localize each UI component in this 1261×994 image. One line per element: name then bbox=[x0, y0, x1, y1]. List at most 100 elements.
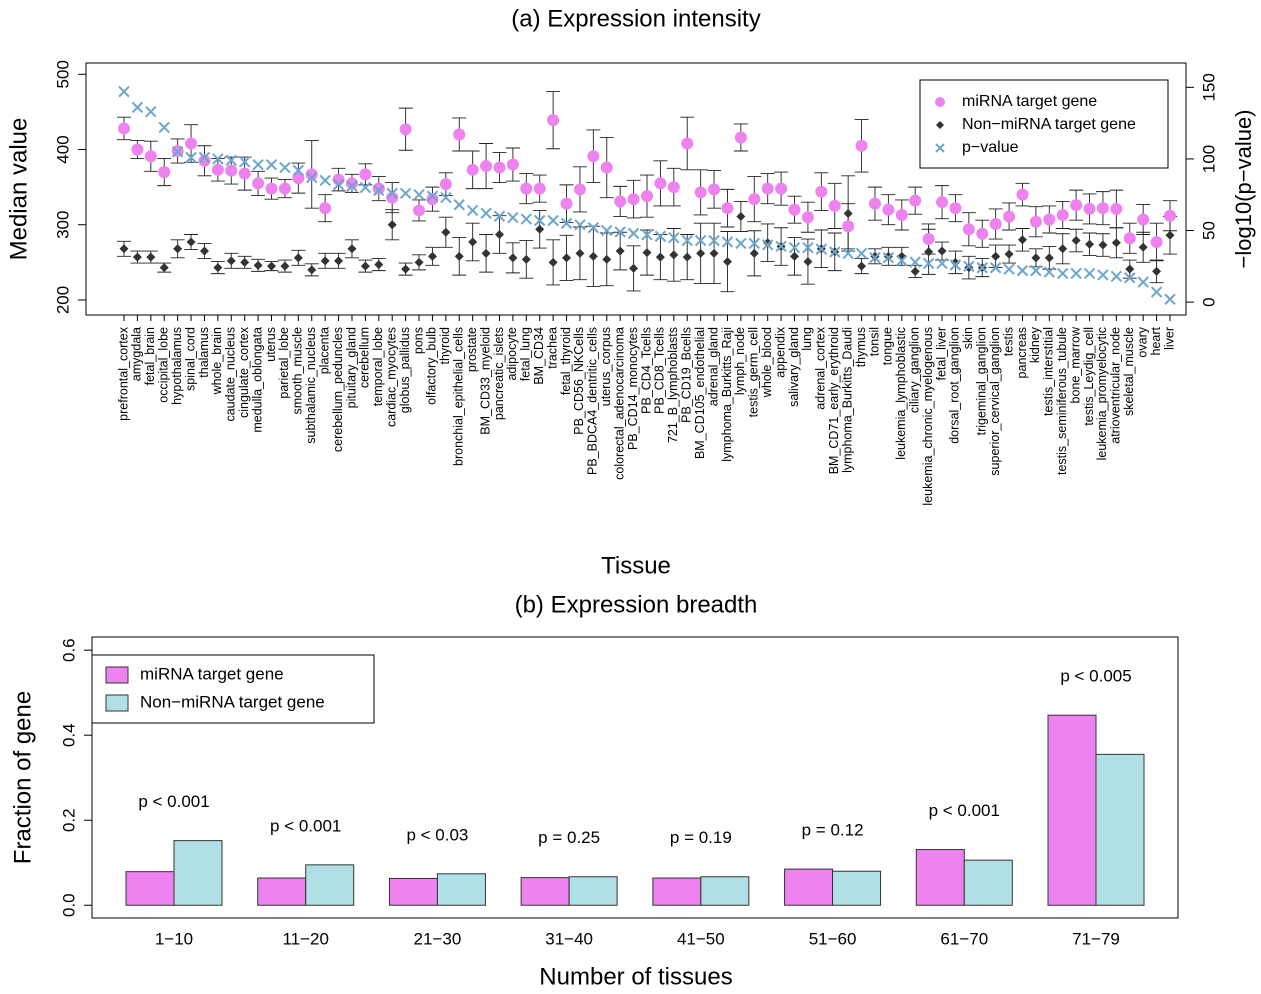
point bbox=[453, 199, 465, 211]
x-tick-label: medulla_oblongata bbox=[250, 327, 264, 433]
point bbox=[359, 168, 372, 181]
point bbox=[146, 252, 156, 262]
point bbox=[305, 168, 318, 181]
point bbox=[131, 101, 144, 114]
bar bbox=[700, 876, 750, 906]
x-tick-label: PB_CD14_monocytes bbox=[626, 327, 640, 450]
x-tick-label: pancreatic_islets bbox=[492, 327, 506, 420]
point bbox=[869, 252, 881, 264]
point bbox=[145, 105, 157, 118]
legend-label: Non−miRNA target gene bbox=[962, 116, 1136, 133]
annotation: p = 0.25 bbox=[538, 828, 600, 847]
point bbox=[668, 231, 680, 244]
point bbox=[280, 261, 290, 271]
point bbox=[332, 178, 345, 191]
point bbox=[401, 264, 411, 274]
x-tick-label: lymphoma_Burkitts_Raji bbox=[720, 327, 734, 462]
point bbox=[119, 244, 129, 254]
point bbox=[574, 219, 586, 231]
point bbox=[252, 158, 264, 171]
x-tick-label: BM_CD34 bbox=[532, 327, 546, 385]
point bbox=[989, 262, 1002, 274]
point bbox=[440, 191, 452, 204]
point bbox=[1164, 209, 1176, 222]
point bbox=[1083, 267, 1096, 280]
y-tick-label: 0.6 bbox=[59, 638, 78, 662]
x-tick-label: fetal_brain bbox=[143, 327, 157, 385]
x-tick-label: whole_brain bbox=[210, 327, 224, 395]
point bbox=[627, 227, 640, 240]
point bbox=[253, 260, 263, 270]
point bbox=[937, 246, 947, 256]
x-tick-label: cerebellum_peduncles bbox=[331, 327, 345, 452]
point bbox=[922, 257, 935, 270]
point bbox=[387, 220, 397, 230]
point bbox=[748, 193, 761, 206]
point bbox=[654, 230, 667, 242]
point bbox=[962, 223, 975, 236]
point bbox=[857, 261, 867, 271]
legend-label: miRNA target gene bbox=[140, 664, 284, 683]
point bbox=[520, 182, 533, 195]
point bbox=[1150, 236, 1163, 249]
point bbox=[1096, 202, 1109, 215]
point bbox=[575, 248, 585, 258]
point bbox=[895, 208, 908, 221]
x-tick-label: tongue bbox=[881, 327, 895, 365]
x-tick-label: skeletal_muscle bbox=[1122, 327, 1136, 416]
point bbox=[171, 146, 184, 158]
point bbox=[560, 197, 573, 210]
x-tick-label: placenta bbox=[317, 327, 331, 374]
point bbox=[399, 123, 412, 136]
chart-title: (b) Expression breadth bbox=[515, 591, 758, 618]
point bbox=[721, 236, 734, 248]
point bbox=[669, 250, 679, 260]
x-tick-label: tonsil bbox=[867, 327, 881, 356]
bar bbox=[915, 849, 965, 906]
y-tick-label: 0.0 bbox=[59, 893, 78, 917]
point bbox=[976, 262, 988, 274]
point bbox=[212, 153, 224, 165]
point bbox=[709, 248, 719, 258]
point bbox=[722, 257, 732, 267]
point bbox=[279, 161, 291, 174]
point bbox=[600, 161, 613, 174]
point bbox=[506, 158, 519, 171]
point bbox=[334, 256, 344, 266]
bar bbox=[784, 868, 834, 906]
point bbox=[199, 246, 209, 256]
point bbox=[1070, 199, 1083, 212]
bar bbox=[257, 877, 307, 906]
point bbox=[1150, 286, 1163, 298]
point bbox=[696, 248, 706, 258]
point bbox=[173, 244, 183, 254]
point bbox=[533, 182, 546, 195]
x-tick-label: pituitary_gland bbox=[344, 327, 358, 408]
x-tick-label: BM_CD71_early_erythroid bbox=[827, 327, 841, 474]
y-axis-label: Median value bbox=[5, 118, 32, 261]
point bbox=[749, 248, 759, 258]
x-tick-label: amygdala bbox=[130, 327, 144, 381]
plot-frame bbox=[85, 62, 1187, 316]
point bbox=[642, 248, 652, 258]
point bbox=[924, 247, 934, 257]
point bbox=[439, 178, 452, 191]
point bbox=[1125, 264, 1135, 274]
point bbox=[1070, 267, 1082, 280]
x-tick-label: spinal_cord bbox=[183, 327, 197, 391]
point bbox=[936, 196, 949, 209]
point bbox=[307, 265, 317, 275]
x-tick-label: testis_germ_cell bbox=[747, 327, 761, 417]
x-tick-label: bone_marrow bbox=[1068, 326, 1082, 403]
point bbox=[788, 203, 801, 216]
x-tick-label: prostate bbox=[465, 327, 479, 372]
point bbox=[682, 252, 692, 262]
point bbox=[761, 239, 774, 251]
point bbox=[373, 184, 385, 197]
y-tick-label: 0.4 bbox=[59, 723, 78, 747]
point bbox=[1110, 202, 1123, 215]
point bbox=[441, 227, 451, 237]
point bbox=[868, 197, 881, 210]
